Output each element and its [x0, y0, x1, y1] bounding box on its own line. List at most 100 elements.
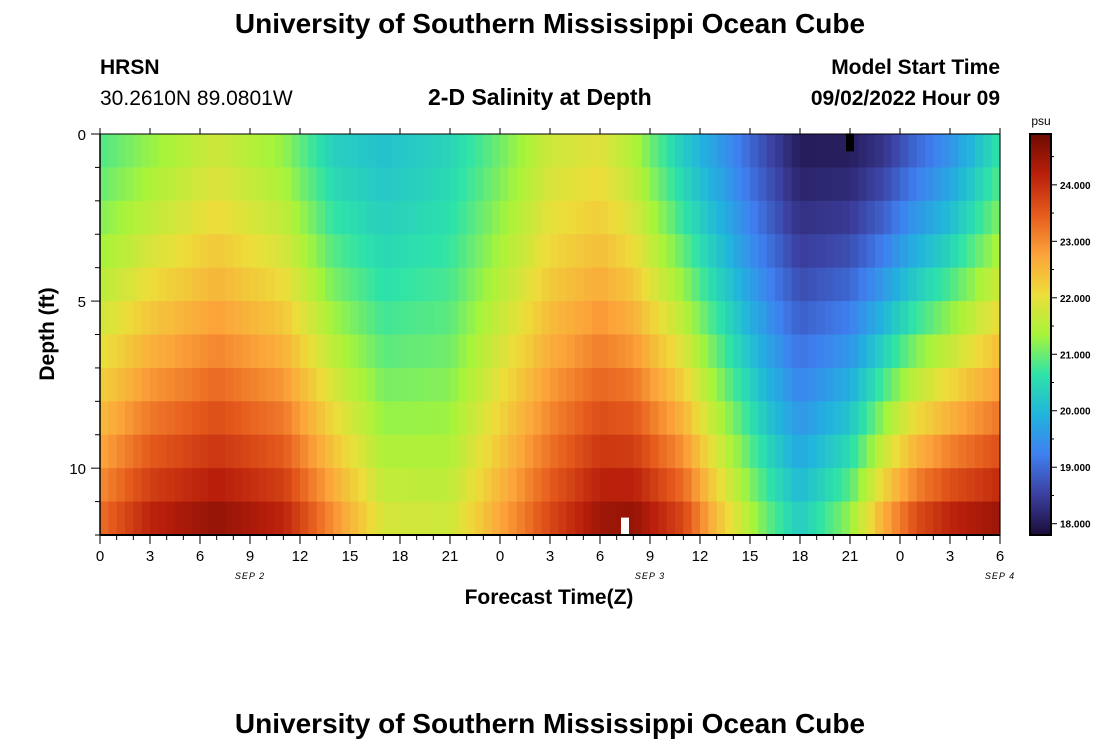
heatmap-cell	[841, 468, 851, 503]
heatmap-cell	[400, 434, 409, 469]
heatmap-cell	[700, 367, 709, 402]
heatmap-cell	[241, 167, 251, 202]
heatmap-cell	[683, 434, 693, 469]
x-tick-label: 15	[342, 548, 359, 565]
heatmap-cell	[491, 167, 501, 202]
heatmap-cell	[858, 301, 868, 336]
colorbar-tick-label: 21.000	[1060, 350, 1091, 361]
heatmap-cell	[941, 334, 951, 369]
heatmap-cell	[750, 468, 759, 503]
heatmap-cell	[466, 301, 476, 336]
heatmap-cell	[991, 267, 1001, 302]
heatmap-cell	[583, 267, 593, 302]
heatmap-cell	[708, 401, 718, 436]
heatmap-cell	[675, 234, 684, 269]
heatmap-cell	[250, 200, 259, 235]
heatmap-cell	[466, 267, 476, 302]
heatmap-cell	[483, 434, 493, 469]
heatmap-cell	[400, 167, 409, 202]
heatmap-cell	[300, 234, 309, 269]
heatmap-cell	[350, 234, 359, 269]
heatmap-cell	[741, 267, 751, 302]
heatmap-cell	[100, 468, 109, 503]
heatmap-cell	[725, 267, 734, 302]
heatmap-cell	[725, 167, 734, 202]
heatmap-cell	[291, 134, 301, 169]
heatmap-cell	[633, 167, 643, 202]
heatmap-cell	[825, 367, 834, 402]
heatmap-cell	[541, 468, 551, 503]
heatmap-cell	[866, 468, 876, 503]
heatmap-cell	[683, 234, 693, 269]
heatmap-cell	[841, 401, 851, 436]
heatmap-cell	[175, 367, 184, 402]
heatmap-cell	[408, 234, 418, 269]
date-label: SEP 3	[635, 571, 665, 581]
heatmap-cell	[933, 434, 943, 469]
heatmap-cell	[191, 334, 201, 369]
heatmap-cell	[991, 334, 1001, 369]
heatmap-cell	[916, 434, 926, 469]
heatmap-cell	[650, 367, 659, 402]
heatmap-cell	[500, 367, 509, 402]
heatmap-cell	[500, 501, 509, 536]
heatmap-cell	[908, 234, 918, 269]
heatmap-cell	[916, 167, 926, 202]
heatmap-cell	[916, 267, 926, 302]
heatmap-cell	[133, 334, 143, 369]
heatmap-cell	[541, 301, 551, 336]
heatmap-cell	[416, 401, 426, 436]
heatmap-cell	[400, 301, 409, 336]
heatmap-cell	[200, 134, 209, 169]
heatmap-cell	[458, 334, 468, 369]
heatmap-cell	[758, 367, 768, 402]
heatmap-cell	[325, 134, 334, 169]
heatmap-cell	[858, 234, 868, 269]
heatmap-cell	[591, 301, 601, 336]
heatmap-cell	[625, 167, 634, 202]
heatmap-cell	[566, 367, 576, 402]
heatmap-cell	[316, 334, 326, 369]
heatmap-cell	[308, 434, 318, 469]
heatmap-cell	[941, 501, 951, 536]
heatmap-cell	[566, 501, 576, 536]
heatmap-cell	[258, 267, 268, 302]
heatmap-cell	[150, 468, 159, 503]
heatmap-cell	[175, 401, 184, 436]
heatmap-cell	[800, 234, 809, 269]
heatmap-cell	[883, 468, 893, 503]
heatmap-cell	[191, 501, 201, 536]
heatmap-cell	[400, 267, 409, 302]
x-tick-label: 21	[442, 548, 459, 565]
heatmap-cell	[166, 434, 176, 469]
heatmap-cell	[191, 134, 201, 169]
heatmap-cell	[450, 401, 459, 436]
heatmap-cell	[325, 334, 334, 369]
heatmap-cell	[175, 501, 184, 536]
heatmap-cell	[191, 234, 201, 269]
heatmap-cell	[950, 501, 959, 536]
heatmap-cell	[683, 267, 693, 302]
heatmap-cell	[766, 167, 776, 202]
heatmap-cell	[733, 367, 743, 402]
heatmap-cell	[450, 200, 459, 235]
heatmap-cell	[541, 267, 551, 302]
heatmap-cell	[858, 334, 868, 369]
heatmap-cell	[983, 200, 993, 235]
heatmap-cell	[491, 401, 501, 436]
heatmap-cell	[466, 200, 476, 235]
heatmap-cell	[325, 234, 334, 269]
heatmap-cell	[358, 234, 368, 269]
heatmap-cell	[175, 234, 184, 269]
heatmap-cell	[658, 468, 668, 503]
heatmap-cell	[741, 200, 751, 235]
heatmap-cell	[816, 468, 826, 503]
heatmap-cell	[158, 267, 168, 302]
heatmap-cell	[283, 267, 293, 302]
heatmap-cell	[975, 234, 984, 269]
heatmap-cell	[433, 267, 443, 302]
heatmap-cell	[908, 301, 918, 336]
heatmap-cell	[691, 200, 701, 235]
heatmap-cell	[991, 401, 1001, 436]
heatmap-cell	[866, 401, 876, 436]
